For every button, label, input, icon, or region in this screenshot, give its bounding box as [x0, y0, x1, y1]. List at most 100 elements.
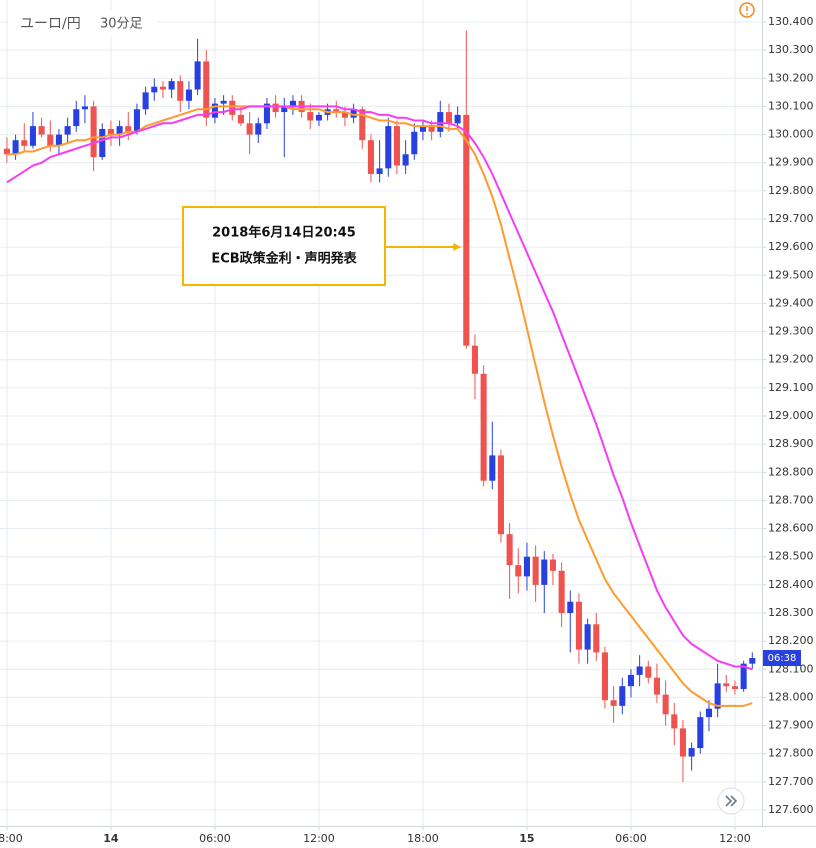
chart-title: ユーロ/円: [20, 16, 81, 32]
y-tick-label: 130.000: [768, 128, 814, 141]
candle-body: [515, 565, 522, 577]
candle-body: [142, 92, 149, 110]
moving-average: [6, 105, 753, 671]
candle-body: [21, 140, 28, 146]
candle-body: [99, 128, 106, 158]
y-tick-label: 128.200: [768, 634, 814, 647]
y-tick-label: 128.400: [768, 578, 814, 591]
candle-body: [705, 708, 712, 718]
candle-body: [463, 114, 470, 346]
candle-body: [246, 123, 253, 135]
candle-body: [662, 694, 669, 715]
candle-body: [307, 112, 314, 121]
candle-body: [64, 126, 71, 135]
candle-body: [177, 81, 184, 101]
candle-body: [263, 103, 270, 124]
x-tick-label: 14: [103, 832, 119, 845]
candle-body: [541, 559, 548, 585]
candle-body: [506, 534, 513, 566]
x-tick-label: 06:00: [199, 832, 231, 845]
candle-body: [437, 112, 444, 132]
candle-body: [584, 624, 591, 650]
candle-body: [593, 624, 600, 653]
y-tick-label: 128.000: [768, 690, 814, 703]
axes: 127.600127.700127.800127.900128.000128.1…: [0, 15, 814, 845]
y-tick-label: 129.600: [768, 240, 814, 253]
y-tick-label: 129.100: [768, 381, 814, 394]
candle-body: [428, 126, 435, 132]
candle-body: [359, 109, 366, 141]
candle-body: [749, 658, 756, 664]
y-tick-label: 127.600: [768, 803, 814, 816]
y-tick-label: 130.100: [768, 99, 814, 112]
candle-body: [168, 81, 175, 90]
candle-body: [523, 556, 530, 577]
title-bg: [8, 10, 158, 36]
candle-body: [151, 86, 158, 93]
x-tick-label: 18:00: [407, 832, 439, 845]
candle-body: [125, 126, 132, 132]
candle-body: [740, 663, 747, 689]
candle-body: [229, 100, 236, 115]
candle-body: [688, 748, 695, 757]
y-tick-label: 127.800: [768, 747, 814, 760]
candle-body: [333, 109, 340, 113]
candle-body: [289, 100, 296, 107]
candle-body: [272, 103, 279, 113]
candle-body: [12, 140, 19, 155]
candle-body: [610, 700, 617, 706]
candle-body: [497, 455, 504, 535]
y-tick-label: 128.300: [768, 606, 814, 619]
alert-icon[interactable]: [739, 2, 755, 18]
candle-body: [73, 109, 80, 127]
candle-body: [38, 126, 45, 135]
candle-body: [471, 345, 478, 374]
candle-body: [454, 114, 461, 124]
candle-body: [220, 100, 227, 104]
candle-body: [107, 128, 114, 135]
y-tick-label: 128.800: [768, 465, 814, 478]
candle-body: [315, 114, 322, 121]
price-badge: 06:38: [768, 653, 797, 664]
y-tick-label: 128.500: [768, 550, 814, 563]
y-tick-label: 127.700: [768, 775, 814, 788]
candle-body: [645, 666, 652, 678]
annotation: 2018年6月14日20:45 ECB政策金利・声明発表: [182, 206, 462, 286]
candle-body: [55, 134, 62, 146]
candle-body: [731, 686, 738, 689]
candle-body: [81, 106, 88, 110]
y-tick-label: 129.900: [768, 156, 814, 169]
candle-body: [393, 126, 400, 166]
candle-body: [445, 112, 452, 124]
candle-body: [653, 677, 660, 695]
plot: [3, 30, 756, 782]
annotation-text: 2018年6月14日20:45: [212, 225, 356, 241]
candle-body: [350, 109, 357, 118]
annotation-arrowhead: [453, 243, 462, 251]
candle-body: [402, 154, 409, 166]
x-tick-label: 06:00: [615, 832, 647, 845]
candle-body: [203, 61, 210, 118]
scroll-button[interactable]: [717, 787, 745, 815]
candle-body: [376, 168, 383, 174]
y-tick-label: 128.900: [768, 437, 814, 450]
candle-body: [116, 126, 123, 135]
annotation-text: ECB政策金利・声明発表: [211, 251, 357, 267]
candle-body: [133, 109, 140, 132]
y-tick-label: 130.400: [768, 15, 814, 28]
y-tick-label: 128.700: [768, 493, 814, 506]
x-tick-label: 12:00: [719, 832, 751, 845]
moving-average: [6, 105, 753, 707]
candle-body: [185, 89, 192, 101]
candle-body: [255, 123, 262, 135]
y-tick-label: 129.800: [768, 184, 814, 197]
candle-body: [671, 714, 678, 729]
candle-body: [3, 148, 10, 155]
y-tick-label: 128.600: [768, 522, 814, 535]
x-tick-label: 12:00: [303, 832, 335, 845]
candle-body: [723, 683, 730, 687]
candle-body: [281, 106, 288, 113]
candle-body: [636, 666, 643, 675]
candle-body: [90, 106, 97, 158]
